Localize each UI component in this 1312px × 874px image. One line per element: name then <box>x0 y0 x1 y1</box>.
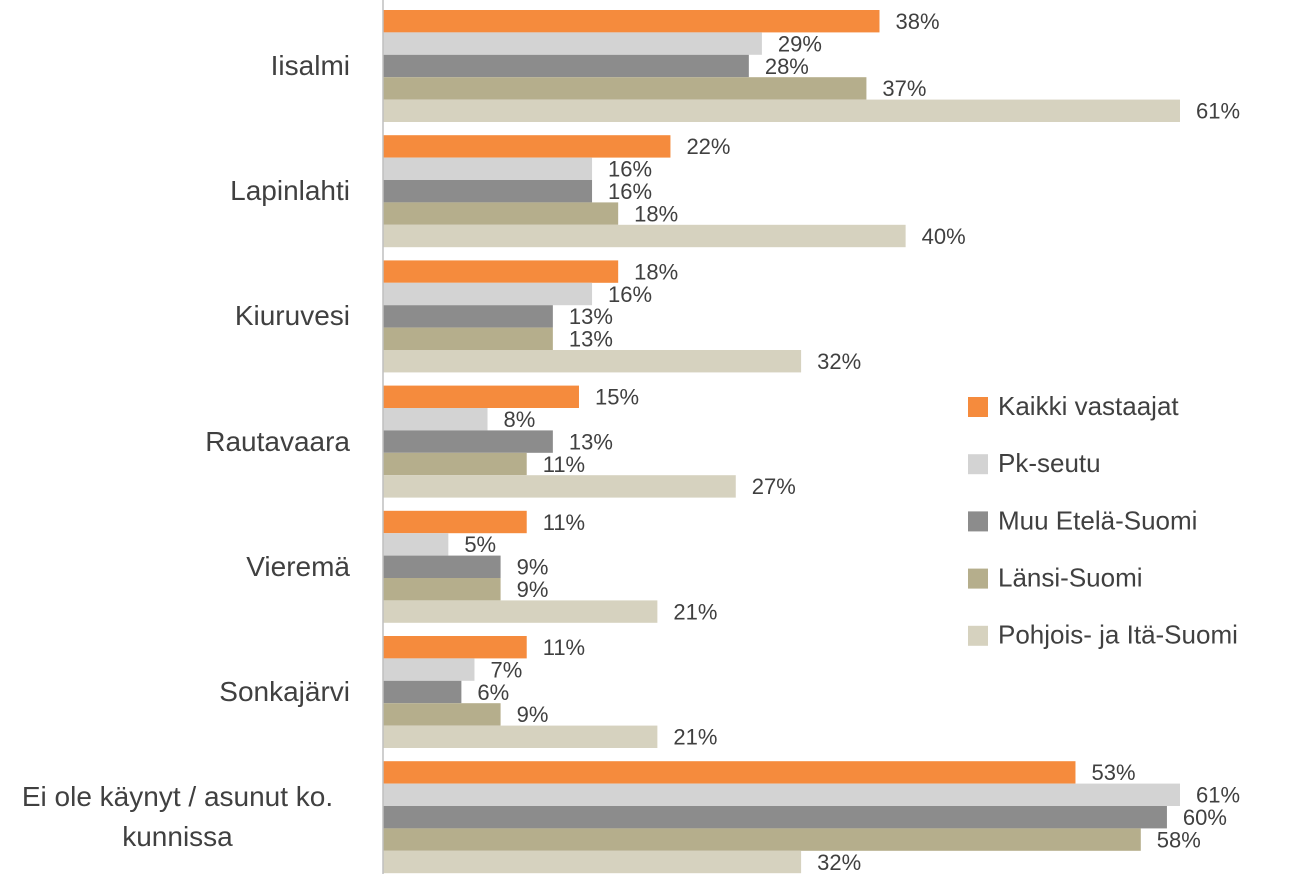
bar <box>383 54 749 78</box>
category-label-box: Ei ole käynyt / asunut ko. kunnissa <box>0 761 350 873</box>
bar <box>383 533 449 556</box>
legend-swatch <box>968 454 988 475</box>
category-label-box: Sonkajärvi <box>0 636 350 748</box>
data-label: 32% <box>817 850 861 874</box>
bar <box>383 305 553 328</box>
bar <box>383 761 1076 784</box>
data-label: 16% <box>608 282 652 307</box>
y-tick-label: Vieremä <box>246 550 350 582</box>
category-label-box: Lapinlahti <box>0 135 350 247</box>
bar <box>383 783 1180 806</box>
data-label: 13% <box>569 304 613 329</box>
bar <box>383 99 1180 122</box>
bar <box>383 157 593 180</box>
data-label: 11% <box>543 452 585 477</box>
data-label: 21% <box>673 725 717 750</box>
data-label: 16% <box>608 157 652 182</box>
bar <box>383 224 906 248</box>
bar <box>383 135 671 158</box>
y-tick-label: Sonkajärvi <box>219 676 350 707</box>
data-label: 38% <box>895 9 939 34</box>
data-label: 27% <box>752 474 796 499</box>
category-label-box: Iisalmi <box>0 10 350 122</box>
legend-swatch <box>968 511 988 532</box>
bar <box>383 430 553 453</box>
bar <box>383 202 619 225</box>
bar <box>383 475 736 498</box>
bar <box>383 180 593 203</box>
data-label: 9% <box>517 702 549 727</box>
data-label: 61% <box>1196 99 1240 124</box>
data-label: 21% <box>673 599 717 624</box>
data-label: 5% <box>464 532 496 557</box>
category-label-box: Vieremä <box>0 511 350 623</box>
data-label: 22% <box>686 134 730 159</box>
bar <box>383 658 475 681</box>
data-label: 29% <box>778 31 822 56</box>
bar <box>383 510 527 534</box>
y-tick-label: Rautavaara <box>205 425 350 457</box>
bar <box>383 555 501 578</box>
data-label: 32% <box>817 349 861 374</box>
data-label: 37% <box>882 76 926 101</box>
data-label: 13% <box>569 327 613 352</box>
bar <box>383 578 501 601</box>
data-label: 6% <box>477 680 509 705</box>
legend-label: Pohjois- ja Itä-Suomi <box>998 620 1238 650</box>
data-label: 28% <box>765 54 809 79</box>
bar <box>383 452 527 476</box>
legend-swatch <box>968 625 988 646</box>
y-tick-label: Lapinlahti <box>230 175 350 207</box>
data-label: 18% <box>634 201 678 226</box>
legend-swatch <box>968 568 988 589</box>
bar <box>383 77 867 100</box>
data-label: 18% <box>634 259 678 284</box>
bar <box>383 725 658 748</box>
y-tick-label: Iisalmi <box>270 50 350 81</box>
data-label: 11% <box>543 510 585 535</box>
y-tick-label: Ei ole käynyt / asunut ko. kunnissa <box>21 781 334 853</box>
data-label: 61% <box>1196 783 1240 808</box>
bar <box>383 703 501 726</box>
data-label: 13% <box>569 429 613 454</box>
bar <box>383 850 802 874</box>
data-label: 15% <box>595 385 639 410</box>
bar <box>383 806 1167 829</box>
data-label: 11% <box>543 635 585 660</box>
data-label: 8% <box>504 407 536 432</box>
data-label: 53% <box>1091 760 1135 785</box>
bar <box>383 828 1141 851</box>
bar <box>383 636 527 659</box>
data-label: 7% <box>490 657 522 682</box>
bar <box>383 327 553 350</box>
bar <box>383 680 462 704</box>
legend-label: Pk-seutu <box>998 448 1101 478</box>
category-label-box: Rautavaara <box>0 386 350 498</box>
bar <box>383 385 579 408</box>
data-label: 60% <box>1183 805 1227 830</box>
category-label-box: Kiuruvesi <box>0 260 350 372</box>
bar <box>383 10 880 33</box>
data-label: 9% <box>517 555 549 580</box>
y-tick-label: Kiuruvesi <box>234 300 350 332</box>
legend-label: Länsi-Suomi <box>998 562 1143 592</box>
bar <box>383 350 802 373</box>
data-label: 40% <box>922 224 966 249</box>
legend-swatch <box>968 397 988 417</box>
bar <box>383 408 488 431</box>
bar <box>383 260 619 283</box>
bar <box>383 282 593 306</box>
data-label: 58% <box>1157 827 1201 852</box>
data-label: 16% <box>608 179 652 204</box>
legend-label: Muu Etelä-Suomi <box>998 505 1197 535</box>
data-label: 9% <box>517 577 549 602</box>
legend-label: Kaikki vastaajat <box>998 391 1179 421</box>
bar <box>383 600 658 623</box>
bar <box>383 32 762 55</box>
